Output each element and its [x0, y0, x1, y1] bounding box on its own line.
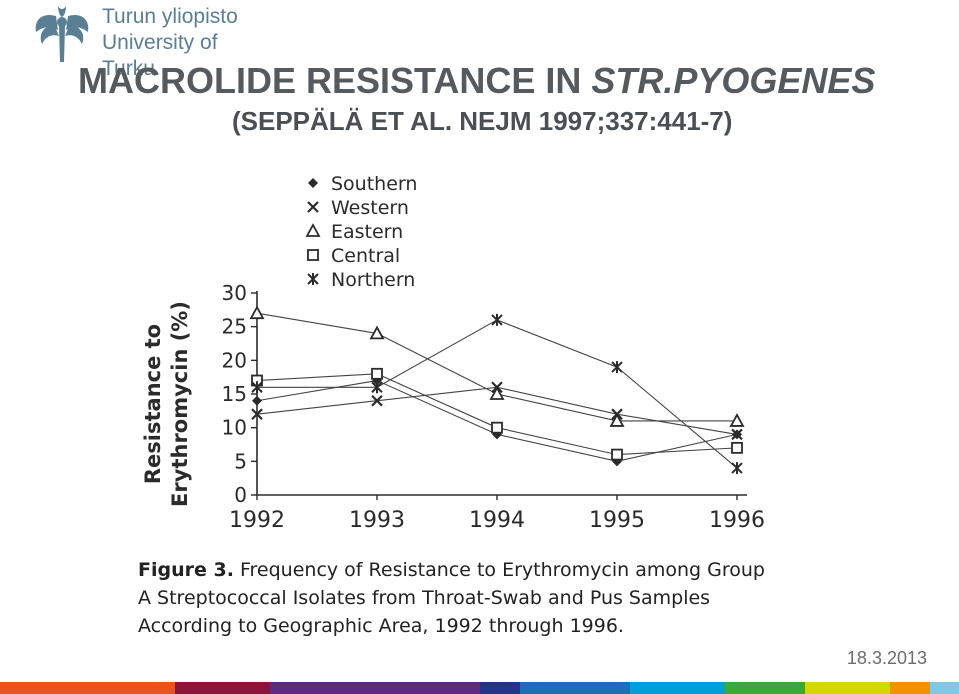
- data-point-western: [251, 408, 263, 420]
- y-tick-label: 15: [222, 382, 247, 406]
- triangle-marker-shape: [369, 325, 385, 340]
- square-marker-shape: [307, 249, 319, 261]
- square-marker-shape: [371, 367, 383, 380]
- bottom-bar-segment: [175, 682, 270, 694]
- legend-label-western: Western: [331, 197, 409, 219]
- diamond-marker-shape: [252, 395, 262, 406]
- y-tick-label: 0: [234, 483, 247, 507]
- x-tick-label: 1994: [469, 508, 525, 533]
- data-point-northern: [731, 462, 743, 475]
- triangle-marker-shape: [305, 223, 321, 237]
- legend-marker-northern: [307, 273, 319, 285]
- y-tick-label: 10: [222, 416, 247, 440]
- triangle-marker-shape: [249, 305, 265, 320]
- data-point-northern: [251, 381, 263, 394]
- data-point-eastern: [729, 413, 745, 427]
- bottom-color-bar: [0, 682, 959, 694]
- x-marker-shape: [731, 428, 743, 441]
- legend-marker-central: [307, 249, 319, 261]
- data-point-northern: [491, 313, 503, 326]
- data-point-western: [731, 428, 743, 441]
- resistance-line-chart: 0 5 10 15 20 25 30 1992 1993 1994 1995 1996 Resistan…: [141, 173, 765, 533]
- star-marker-shape: [251, 381, 263, 394]
- data-point-eastern: [249, 305, 265, 320]
- slide-title-main: MACROLIDE RESISTANCE IN: [78, 60, 582, 101]
- university-logo: Turun yliopisto University of Turku: [30, 2, 270, 80]
- data-point-southern: [372, 375, 382, 386]
- data-point-northern: [611, 361, 623, 374]
- square-marker-shape: [491, 421, 503, 434]
- data-point-eastern: [369, 325, 385, 340]
- data-point-southern: [252, 395, 262, 406]
- x-marker-shape: [251, 408, 263, 420]
- x-marker-shape: [371, 394, 383, 407]
- star-marker-shape: [491, 313, 503, 326]
- y-tick-label: 30: [222, 281, 247, 305]
- diamond-marker-shape: [308, 178, 318, 188]
- bottom-bar-segment: [890, 682, 930, 694]
- data-point-eastern: [489, 386, 505, 400]
- series-line-eastern: [256, 312, 737, 422]
- y-tick-label: 5: [234, 449, 247, 473]
- logo-line-2: University of Turku: [102, 31, 218, 80]
- figure-caption-text: Frequency of Resistance to Erythromycin …: [138, 559, 765, 637]
- bottom-bar-segment: [480, 682, 520, 694]
- legend-label-eastern: Eastern: [331, 221, 403, 243]
- legend-marker-southern: [308, 178, 318, 188]
- square-marker-shape: [731, 441, 743, 454]
- bottom-bar-segment: [0, 682, 175, 694]
- torch-emblem-icon: [35, 6, 89, 62]
- star-marker-shape: [611, 361, 623, 374]
- bottom-bar-segment: [725, 682, 805, 694]
- bottom-bar-segment: [270, 682, 480, 694]
- data-point-central: [611, 448, 623, 461]
- legend-marker-eastern: [305, 223, 321, 237]
- x-tick-label: 1992: [229, 508, 285, 533]
- legend-label-central: Central: [331, 245, 400, 267]
- legend-marker-western: [307, 201, 319, 213]
- bottom-bar-segment: [805, 682, 890, 694]
- x-tick-label: 1996: [709, 508, 765, 533]
- data-point-central: [491, 421, 503, 434]
- y-tick-label: 20: [222, 348, 247, 372]
- slide-title: MACROLIDE RESISTANCE IN STR.PYOGENES: [78, 60, 938, 102]
- legend-label-southern: Southern: [331, 173, 417, 195]
- triangle-marker-shape: [729, 413, 745, 427]
- x-tick-label: 1993: [349, 508, 405, 533]
- data-point-central: [371, 367, 383, 380]
- star-marker-shape: [731, 462, 743, 475]
- data-point-central: [731, 441, 743, 454]
- triangle-marker-shape: [489, 386, 505, 400]
- square-marker-shape: [611, 448, 623, 461]
- slide-subtitle: (SEPPÄLÄ ET AL. NEJM 1997;337:441-7): [232, 106, 733, 136]
- data-point-western: [371, 394, 383, 407]
- diamond-marker-shape: [372, 375, 382, 386]
- star-marker-shape: [371, 381, 383, 394]
- x-tick-label: 1995: [589, 508, 645, 533]
- bottom-bar-segment: [930, 682, 959, 694]
- slide-title-italic: STR.PYOGENES: [591, 60, 876, 101]
- x-marker-shape: [307, 201, 319, 213]
- slide-date: 18.3.2013: [846, 648, 927, 668]
- y-tick-label: 25: [222, 315, 247, 339]
- y-axis-label: Erythromycin (%): [168, 301, 192, 507]
- figure-caption-label: Figure 3.: [138, 559, 234, 581]
- data-point-northern: [371, 381, 383, 394]
- bottom-bar-segment: [520, 682, 630, 694]
- figure-caption: Figure 3. Frequency of Resistance to Ery…: [138, 556, 778, 640]
- star-marker-shape: [307, 273, 319, 285]
- y-axis-label: Resistance to: [141, 324, 165, 484]
- data-point-eastern: [609, 413, 625, 427]
- bottom-bar-segment: [630, 682, 725, 694]
- triangle-marker-shape: [609, 413, 625, 427]
- logo-line-1: Turun yliopisto: [102, 5, 238, 28]
- legend-label-northern: Northern: [331, 269, 415, 291]
